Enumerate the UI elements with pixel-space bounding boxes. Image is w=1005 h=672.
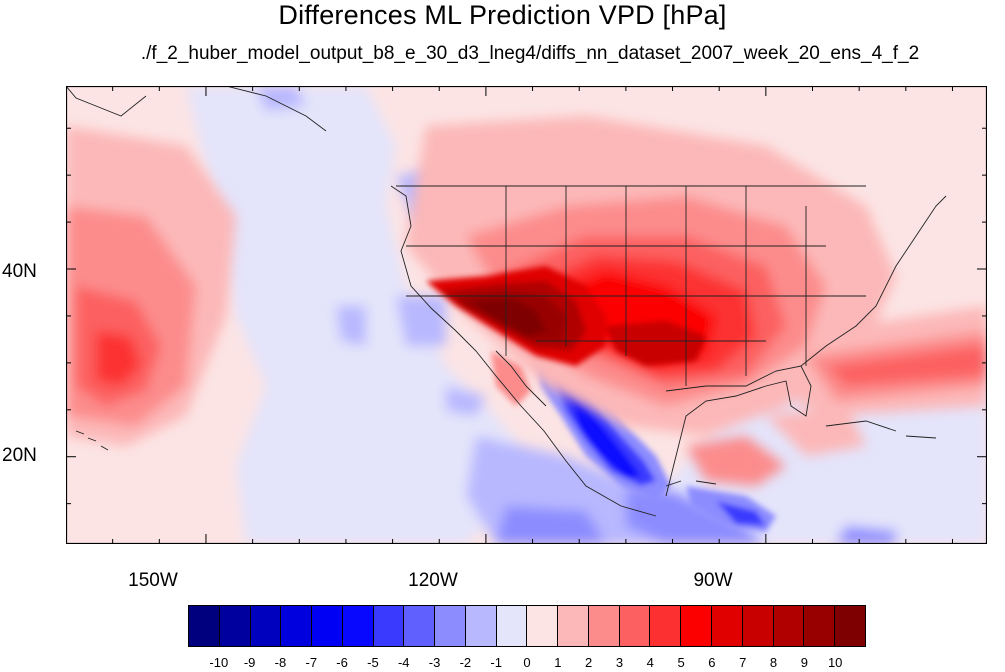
colorbar-swatch (435, 606, 466, 646)
colorbar-swatch (281, 606, 313, 646)
colorbar-tick-label: -8 (274, 655, 287, 670)
map-panel (66, 86, 987, 544)
colorbar-tick-label: 1 (554, 655, 562, 670)
colorbar-tick-label: -10 (209, 655, 229, 670)
colorbar-swatch (773, 606, 805, 646)
colorbar-tick-label: 0 (523, 655, 531, 670)
colorbar-swatch (250, 606, 282, 646)
colorbar (188, 605, 866, 647)
colorbar-swatch (465, 606, 497, 646)
colorbar-swatch (712, 606, 743, 646)
plot-subtitle: ./f_2_huber_model_output_b8_e_30_d3_lneg… (140, 43, 920, 64)
colorbar-tick-label: 8 (769, 655, 778, 670)
colorbar-swatch (219, 606, 251, 646)
colorbar-tick-label: 5 (677, 655, 685, 670)
colorbar-swatch (835, 606, 865, 646)
lon-label-120w: 120W (408, 570, 458, 591)
colorbar-swatch (527, 606, 559, 646)
colorbar-tick-label: -2 (459, 655, 472, 670)
colorbar-tick-label: -1 (490, 655, 502, 670)
colorbar-swatch (588, 606, 620, 646)
colorbar-swatch (742, 606, 774, 646)
colorbar-tick-label: 7 (739, 655, 747, 670)
vpd-difference-field (66, 86, 987, 544)
colorbar-swatch (312, 606, 343, 646)
colorbar-swatch (650, 606, 682, 646)
colorbar-tick-label: 9 (800, 655, 808, 670)
lon-label-90w: 90W (693, 570, 733, 591)
colorbar-swatch (373, 606, 405, 646)
colorbar-tick-label: -3 (428, 655, 441, 670)
colorbar-swatch (404, 606, 436, 646)
colorbar-tick-label: 6 (708, 655, 716, 670)
plot-title: Differences ML Prediction VPD [hPa] (278, 0, 727, 30)
colorbar-tick-label: 10 (827, 655, 843, 670)
colorbar-tick-label: 4 (646, 655, 654, 670)
lat-label-40n: 40N (2, 261, 37, 282)
colorbar-tick-label: -5 (367, 655, 379, 670)
colorbar-tick-label: -4 (397, 655, 410, 670)
colorbar-swatch (496, 606, 528, 646)
lat-label-20n: 20N (2, 445, 37, 466)
colorbar-swatch (189, 606, 220, 646)
colorbar-swatch (619, 606, 651, 646)
colorbar-tick-label: 2 (585, 655, 593, 670)
colorbar-swatch (342, 606, 374, 646)
colorbar-tick-label: 3 (615, 655, 624, 670)
colorbar-swatch (681, 606, 713, 646)
lon-label-150w: 150W (128, 570, 178, 591)
colorbar-tick-label: -7 (305, 655, 318, 670)
colorbar-swatch (804, 606, 836, 646)
colorbar-tick-label: -6 (336, 655, 348, 670)
colorbar-tick-label: -9 (243, 655, 256, 670)
colorbar-swatch (558, 606, 589, 646)
